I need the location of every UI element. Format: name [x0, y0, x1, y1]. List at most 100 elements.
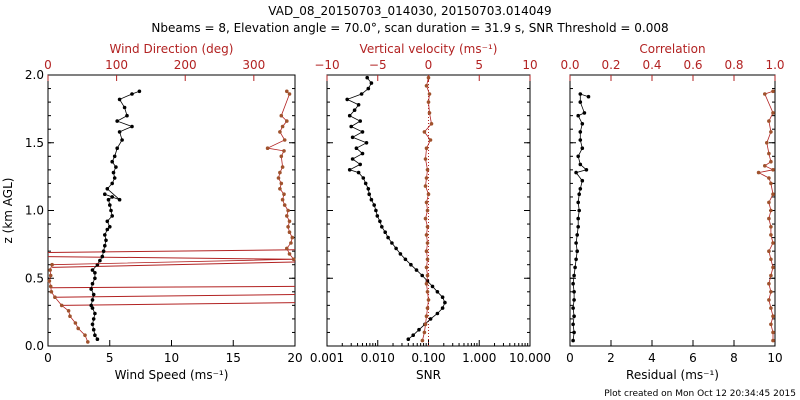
data-point — [287, 219, 292, 224]
data-point — [394, 246, 398, 251]
data-point — [576, 200, 580, 205]
y-tick-label: 0.5 — [25, 271, 44, 285]
data-point — [89, 303, 93, 308]
data-point — [285, 246, 289, 251]
data-point — [378, 219, 382, 224]
data-point — [769, 130, 773, 134]
data-point — [430, 284, 435, 289]
data-point — [574, 170, 578, 175]
data-point — [574, 257, 578, 262]
data-point — [112, 176, 117, 180]
data-point — [130, 124, 134, 129]
data-point — [356, 170, 361, 175]
data-point — [285, 89, 289, 94]
x-top-tick-label: 0 — [44, 58, 52, 72]
data-point — [111, 170, 116, 175]
x-bottom-tick-label: 10 — [164, 351, 179, 365]
data-point — [577, 208, 581, 213]
y-axis-label: z (km AGL) — [1, 178, 15, 244]
data-point — [117, 197, 122, 202]
data-point — [369, 81, 374, 85]
data-point — [428, 138, 433, 142]
data-point — [420, 273, 425, 278]
data-point — [435, 290, 440, 294]
data-point — [120, 138, 124, 142]
data-point — [358, 162, 363, 167]
data-point — [375, 214, 380, 218]
data-point — [372, 203, 377, 207]
data-point — [278, 187, 282, 191]
data-point — [767, 298, 771, 302]
data-point — [425, 225, 430, 229]
data-point — [417, 327, 421, 332]
x-top-tick-label: 0.6 — [683, 58, 702, 72]
data-point — [347, 113, 352, 118]
data-point — [285, 214, 289, 218]
data-point — [580, 178, 585, 183]
data-point — [771, 330, 775, 335]
data-point — [86, 340, 90, 344]
data-point — [93, 333, 97, 338]
data-point — [290, 235, 295, 240]
data-point — [571, 306, 575, 310]
data-point — [578, 92, 583, 96]
data-point — [576, 225, 580, 229]
x-bottom-tick-label: 6 — [689, 351, 697, 365]
data-point — [130, 92, 134, 96]
panel-3: 0 2 4 6 8 10 Residual (ms⁻¹) 0.0 0.2 0.4 0.6 0.8 1.0… — [560, 42, 784, 382]
data-point — [106, 197, 111, 202]
data-point — [100, 254, 105, 259]
x-bottom-axis-label: Wind Speed (ms⁻¹) — [115, 368, 229, 382]
data-point — [409, 262, 413, 267]
data-point — [137, 89, 142, 94]
data-point — [575, 249, 579, 253]
data-point — [49, 290, 54, 294]
x-top-tick-label: 5 — [475, 58, 483, 72]
data-point — [105, 187, 110, 191]
data-point — [93, 271, 97, 275]
data-point — [48, 268, 52, 272]
y-tick-label: 2.0 — [25, 68, 44, 82]
data-point — [572, 330, 576, 335]
panel-2: 0.001 0.010 0.100 1.000 10.000 SNR −10 −5 0 5 10 Ve… — [310, 42, 551, 382]
data-point — [366, 187, 371, 191]
data-point — [108, 203, 112, 207]
data-point — [423, 184, 428, 188]
data-point — [350, 157, 355, 161]
data-point — [90, 298, 95, 302]
data-point — [767, 281, 771, 286]
data-point — [769, 233, 773, 237]
data-point — [584, 168, 589, 172]
x-top-tick-label: 100 — [105, 58, 128, 72]
data-point — [279, 181, 284, 186]
data-point — [424, 200, 429, 205]
data-point — [406, 337, 411, 342]
data-point — [440, 295, 445, 300]
data-point — [90, 306, 95, 310]
x-top-tick-label: 1.0 — [765, 58, 784, 72]
data-point — [280, 165, 285, 169]
data-point — [576, 216, 580, 221]
data-point — [287, 92, 292, 96]
wind-direction-wrap-line — [54, 294, 296, 298]
figure-title-line1: VAD_08_20150703_014030, 20150703.014049 — [268, 4, 551, 18]
data-point — [426, 192, 431, 196]
series-line-wind-speed — [90, 90, 140, 340]
data-point — [108, 225, 112, 229]
data-point — [53, 295, 57, 300]
data-point — [769, 290, 773, 294]
data-point — [572, 290, 576, 294]
data-point — [280, 197, 285, 202]
x-top-tick-label: 0.2 — [601, 58, 620, 72]
data-point — [93, 311, 97, 316]
data-point — [101, 249, 106, 253]
data-point — [425, 168, 430, 172]
data-point — [90, 322, 95, 327]
x-top-axis-label: Correlation — [639, 42, 705, 56]
data-point — [769, 257, 773, 262]
data-point — [282, 138, 287, 142]
data-point — [423, 157, 428, 161]
wind-direction-wrap-line — [61, 302, 296, 306]
data-point — [426, 298, 431, 302]
